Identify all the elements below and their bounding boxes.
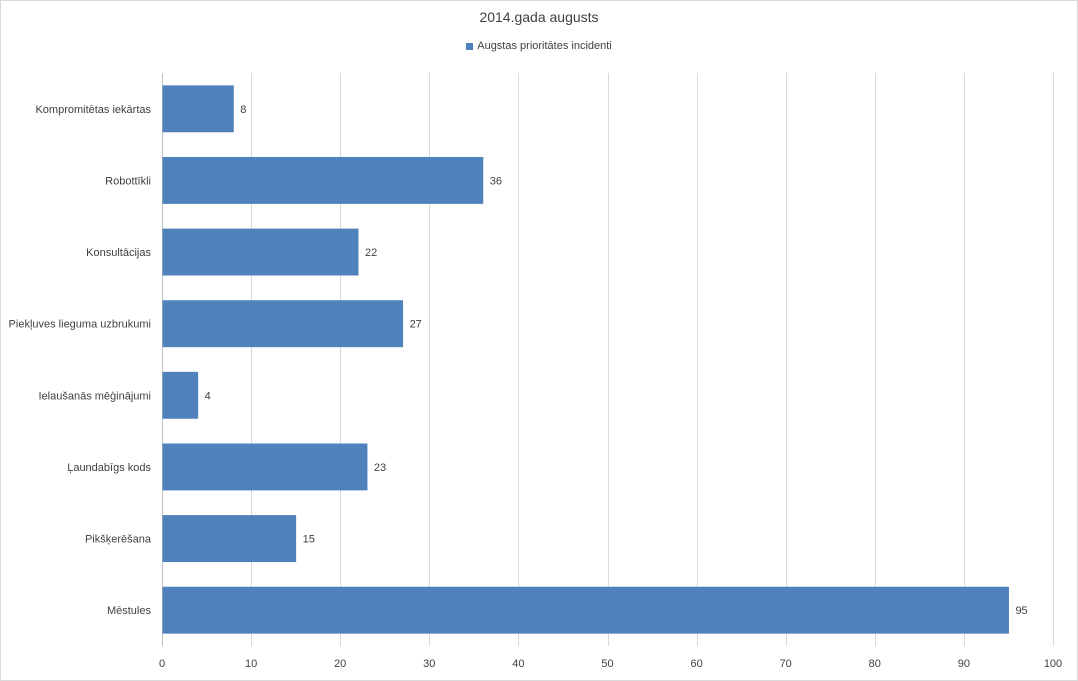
legend-label: Augstas prioritātes incidenti — [477, 40, 612, 52]
bar — [162, 228, 359, 276]
category-label: Robottīkli — [105, 175, 151, 187]
x-tick-label: 40 — [512, 658, 524, 670]
data-label: 8 — [240, 104, 246, 116]
x-tick-label: 50 — [601, 658, 613, 670]
bar — [162, 586, 1009, 634]
x-tick-label: 20 — [334, 658, 346, 670]
bar — [162, 300, 404, 348]
x-tick-label: 10 — [245, 658, 257, 670]
category-label: Ļaundabīgs kods — [67, 462, 151, 474]
x-tick-label: 80 — [869, 658, 881, 670]
data-label: 4 — [205, 390, 211, 402]
data-label: 36 — [490, 175, 502, 187]
x-tick-label: 0 — [159, 658, 165, 670]
data-label: 23 — [374, 462, 386, 474]
data-label: 22 — [365, 247, 377, 259]
x-tick-label: 60 — [690, 658, 702, 670]
bar — [162, 85, 234, 133]
legend-swatch — [466, 42, 474, 50]
category-label: Ielaušanās mēģinājumi — [38, 389, 151, 402]
data-label: 95 — [1015, 605, 1027, 617]
category-label: Kompromitētas iekārtas — [35, 104, 151, 116]
category-label: Pikšķerēšana — [85, 534, 152, 546]
x-tick-label: 70 — [780, 658, 792, 670]
x-tick-label: 90 — [958, 658, 970, 670]
legend: Augstas prioritātes incidenti — [0, 40, 1078, 52]
data-label: 27 — [410, 319, 422, 331]
bar — [162, 156, 484, 204]
bar — [162, 515, 297, 563]
chart-title: 2014.gada augusts — [479, 9, 599, 25]
data-label: 15 — [303, 534, 315, 546]
x-tick-label: 100 — [1044, 658, 1062, 670]
x-tick-label: 30 — [423, 658, 435, 670]
category-label: Piekļuves lieguma uzbrukumi — [9, 319, 151, 331]
bar — [162, 371, 199, 419]
category-label: Mēstules — [107, 605, 152, 617]
category-label: Konsultācijas — [86, 247, 151, 259]
bar — [162, 443, 368, 491]
